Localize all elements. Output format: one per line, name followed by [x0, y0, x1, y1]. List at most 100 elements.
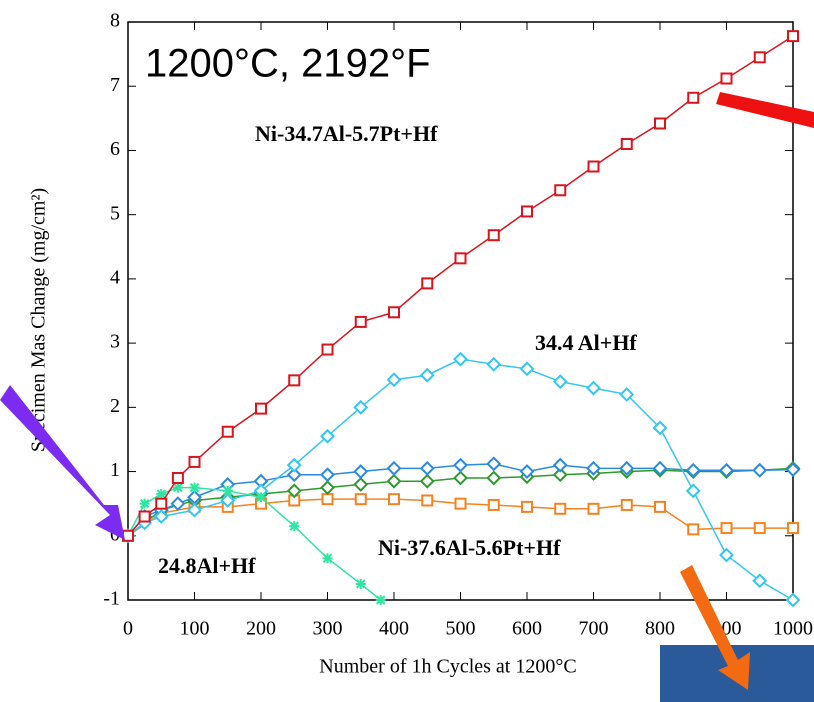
y-tick-label: 5	[110, 202, 120, 224]
data-point	[654, 500, 666, 513]
data-point	[320, 480, 335, 496]
data-point	[189, 482, 200, 493]
data-point	[652, 460, 668, 476]
data-point	[187, 502, 202, 518]
data-point	[587, 502, 600, 515]
data-point	[587, 160, 600, 173]
annotation: Ni-37.6Al-5.6Pt+Hf	[378, 535, 561, 560]
y-tick-label: 1	[110, 459, 120, 481]
data-point	[486, 456, 502, 472]
y-tick-label: 3	[110, 331, 120, 353]
arrow	[680, 565, 750, 690]
annotation: Ni-34.7Al-5.7Pt+Hf	[255, 121, 438, 146]
data-point	[552, 467, 568, 483]
data-point	[153, 509, 169, 524]
data-point	[554, 184, 567, 197]
x-tick-label: 400	[379, 618, 409, 640]
x-tick-label: 800	[645, 618, 675, 640]
data-point	[554, 502, 567, 515]
data-point	[220, 493, 236, 508]
data-point	[785, 592, 801, 608]
data-point	[687, 523, 700, 536]
data-point	[487, 229, 500, 242]
data-point	[652, 420, 668, 436]
annotation: 1200°C, 2192°F	[145, 42, 431, 86]
arrow	[0, 385, 125, 540]
data-point	[419, 367, 435, 383]
data-point	[289, 521, 300, 532]
data-point	[519, 464, 535, 479]
data-point	[255, 402, 267, 415]
data-point	[288, 374, 301, 387]
data-point	[619, 387, 635, 402]
data-point	[486, 356, 502, 372]
data-point	[421, 277, 434, 290]
x-tick-label: 600	[512, 618, 542, 640]
data-point	[586, 380, 601, 396]
data-point	[320, 467, 335, 483]
data-point	[519, 361, 535, 377]
data-point	[320, 428, 335, 444]
data-point	[685, 483, 701, 499]
data-point	[719, 547, 734, 563]
x-tick-label: 500	[446, 618, 476, 640]
data-point	[619, 460, 635, 476]
data-point	[454, 252, 467, 265]
data-point	[687, 91, 700, 104]
data-point	[354, 493, 367, 506]
data-point	[552, 457, 568, 473]
data-point	[286, 483, 302, 499]
data-point	[256, 492, 266, 503]
data-point	[552, 374, 568, 390]
data-point	[286, 467, 302, 483]
data-point	[752, 462, 768, 478]
y-tick-label: 6	[110, 138, 120, 160]
y-tick-label: 4	[110, 266, 120, 288]
annotation: 34.4 Al+Hf	[535, 330, 637, 355]
y-tick-label: -1	[103, 588, 120, 610]
x-tick-label: 700	[579, 618, 609, 640]
data-point	[321, 343, 334, 356]
data-point	[353, 464, 369, 479]
data-point	[487, 498, 500, 511]
data-point	[620, 498, 633, 511]
data-point	[139, 498, 150, 509]
x-tick-label: 1000	[773, 618, 813, 640]
data-point	[620, 138, 633, 151]
data-point	[752, 573, 768, 589]
data-point	[388, 306, 400, 319]
data-point	[386, 473, 402, 489]
data-point	[453, 351, 468, 367]
data-point	[753, 51, 766, 64]
x-tick-label: 0	[123, 618, 133, 640]
y-tick-label: 2	[110, 395, 120, 417]
data-point	[172, 482, 183, 493]
data-point	[188, 455, 201, 468]
data-point	[787, 30, 799, 43]
data-point	[685, 462, 701, 478]
data-point	[388, 493, 400, 506]
data-point	[138, 510, 151, 523]
data-point	[586, 460, 601, 476]
y-tick-label: 7	[110, 74, 120, 96]
data-point	[453, 470, 468, 486]
data-point	[719, 462, 734, 478]
data-point	[521, 500, 533, 513]
data-point	[170, 496, 186, 512]
data-point	[486, 470, 502, 486]
data-point	[375, 595, 386, 605]
x-tick-label: 300	[313, 618, 343, 640]
data-point	[171, 471, 184, 484]
data-point	[753, 522, 766, 535]
plot-area: -101234567801002003004005006007008009001…	[103, 10, 813, 640]
data-point	[221, 425, 234, 438]
x-tick-label: 200	[246, 618, 276, 640]
data-point	[353, 399, 369, 415]
data-point	[720, 72, 733, 85]
data-point	[720, 522, 733, 535]
data-point	[155, 497, 168, 510]
data-point	[787, 522, 799, 535]
data-point	[386, 372, 402, 388]
y-axis-label: Specimen Mas Change (mg/cm²)	[28, 188, 50, 452]
